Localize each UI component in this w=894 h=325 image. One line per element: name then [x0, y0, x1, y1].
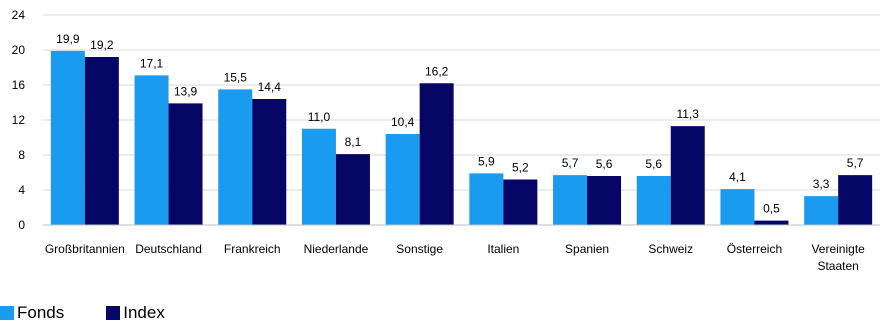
legend-item-fonds: Fonds [0, 303, 64, 323]
y-tick-label: 20 [12, 43, 26, 57]
bar-chart: 0 4 8 12 16 20 24 19,9 19,2 17,1 13,9 15,5 14,4 11,0… [12, 8, 880, 273]
bar-index [670, 126, 705, 225]
data-label: 15,5 [224, 70, 248, 84]
data-label: 5,9 [478, 154, 495, 168]
x-tick-label: Spanien [565, 242, 609, 256]
bar-fonds [50, 50, 85, 225]
bar-index [754, 220, 789, 225]
y-tick-label: 12 [12, 113, 26, 127]
x-tick-label: Vereinigte Staaten [811, 242, 865, 273]
data-label: 14,4 [258, 80, 282, 94]
data-label: 5,6 [596, 157, 613, 171]
x-tick-label: Italien [487, 242, 519, 256]
x-tick-label: Österreich [727, 242, 782, 256]
data-label: 3,3 [813, 177, 830, 191]
bar-index [168, 103, 203, 225]
x-tick-label: Niederlande [304, 242, 369, 256]
bar-index [335, 154, 370, 225]
bar-index [838, 175, 873, 225]
bar-fonds [804, 196, 839, 225]
x-tick-label: Sonstige [396, 242, 443, 256]
data-label: 13,9 [174, 84, 198, 98]
x-axis: Großbritannien Deutschland Frankreich Niede… [43, 224, 880, 273]
data-label: 19,2 [90, 38, 114, 52]
data-label: 10,4 [391, 115, 415, 129]
bar-fonds [134, 75, 169, 225]
data-label: 5,6 [645, 157, 662, 171]
data-label: 11,3 [677, 107, 700, 121]
data-label: 19,9 [56, 32, 80, 46]
x-tick-label: Deutschland [135, 242, 202, 256]
legend-label-index: Index [123, 303, 165, 322]
bar-index [419, 83, 454, 225]
bar-fonds [301, 128, 336, 225]
data-label: 8,1 [345, 135, 362, 149]
bar-fonds [469, 173, 504, 225]
y-tick-label: 24 [12, 8, 26, 22]
data-label: 16,2 [425, 64, 449, 78]
data-label: 4,1 [729, 170, 746, 184]
y-tick-label: 0 [18, 218, 25, 232]
x-tick-label: Frankreich [224, 242, 281, 256]
bar-index [252, 99, 287, 225]
legend-item-index: Index [106, 303, 165, 323]
bar-fonds [553, 175, 588, 225]
x-tick-label: Schweiz [648, 242, 693, 256]
bar-index [503, 179, 538, 225]
legend-swatch-index [106, 306, 121, 320]
bars: 19,9 19,2 17,1 13,9 15,5 14,4 11,0 8,1 10,4 16,2 5… [50, 32, 873, 225]
legend: Fonds Index [0, 302, 207, 324]
bar-fonds [720, 189, 755, 225]
bar-fonds [385, 134, 420, 225]
x-tick-label: Großbritannien [45, 242, 125, 256]
data-label: 0,5 [763, 202, 780, 216]
legend-label-fonds: Fonds [17, 303, 65, 322]
bar-index [587, 176, 622, 225]
data-label: 5,7 [562, 156, 579, 170]
bar-index [84, 57, 119, 225]
y-tick-label: 4 [18, 183, 25, 197]
bar-fonds [636, 176, 671, 225]
legend-swatch-fonds [0, 306, 14, 320]
bar-fonds [218, 89, 253, 225]
y-tick-label: 8 [18, 148, 25, 162]
data-label: 17,1 [140, 56, 164, 70]
data-label: 5,2 [512, 161, 529, 175]
data-label: 5,7 [847, 156, 864, 170]
data-label: 11,0 [308, 110, 331, 124]
y-tick-label: 16 [12, 78, 26, 92]
y-axis: 0 4 8 12 16 20 24 [12, 8, 26, 232]
